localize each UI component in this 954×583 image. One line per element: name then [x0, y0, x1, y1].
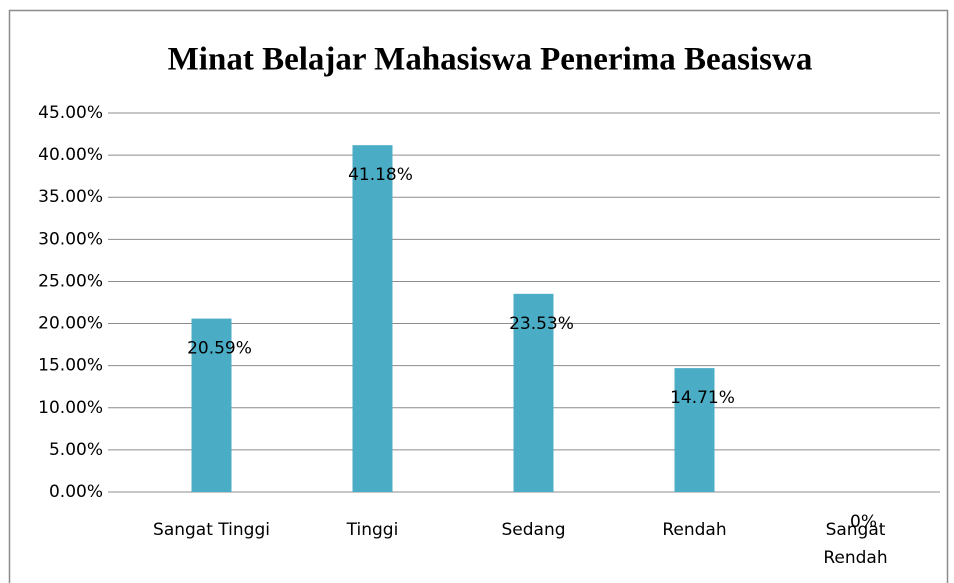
bar — [674, 368, 715, 492]
y-tick-label: 40.00% — [38, 145, 103, 165]
y-tick-label: 30.00% — [38, 229, 103, 249]
bar — [191, 318, 232, 492]
chart-frame — [8, 9, 949, 583]
y-tick-label: 5.00% — [49, 440, 103, 460]
data-label: 23.53% — [509, 314, 574, 334]
x-tick-label: Sangat Tinggi — [153, 520, 270, 540]
y-tick-label: 25.00% — [38, 271, 103, 291]
x-tick-label: Sedang — [501, 520, 566, 540]
chart-title: Minat Belajar Mahasiswa Penerima Beasisw… — [168, 42, 813, 78]
x-tick-label: Rendah — [662, 520, 727, 540]
bar — [513, 293, 554, 492]
x-tick-label: Sangat Rendah — [823, 520, 888, 568]
data-label: 20.59% — [187, 339, 252, 359]
y-tick-label: 10.00% — [38, 398, 103, 418]
y-tick-label: 35.00% — [38, 187, 103, 207]
bar — [352, 145, 393, 492]
data-label: 41.18% — [348, 165, 413, 185]
y-tick-label: 45.00% — [38, 103, 103, 123]
data-label: 14.71% — [670, 388, 735, 408]
y-tick-label: 0.00% — [49, 482, 103, 502]
y-tick-label: 15.00% — [38, 356, 103, 376]
data-label: 0% — [850, 512, 877, 532]
x-tick-label: Tinggi — [346, 520, 399, 540]
y-tick-label: 20.00% — [38, 314, 103, 334]
